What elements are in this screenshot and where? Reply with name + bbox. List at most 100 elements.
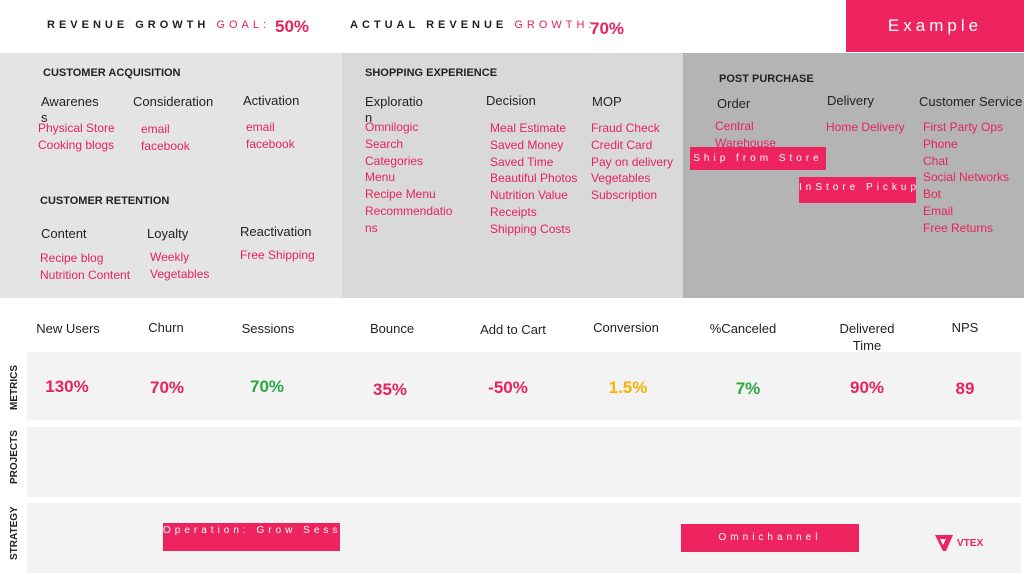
list-item: Subscription	[591, 188, 658, 203]
metric-value-canceled: 7%	[735, 379, 761, 398]
metrics-row	[27, 352, 1021, 420]
list-item: Chat	[923, 153, 949, 168]
list-item: Bot	[923, 187, 942, 202]
list-item: Pay on delivery	[591, 154, 674, 169]
list-item: Vegetables	[150, 266, 210, 281]
actual-growth-label: ACTUAL REVENUE GROWTH:	[350, 19, 596, 31]
post-purchase-title: POST PURCHASE	[719, 73, 814, 85]
list-item: Credit Card	[591, 137, 653, 152]
actual-growth-value: 70%	[590, 19, 625, 38]
list-item: Phone	[923, 136, 958, 151]
delivery-items: Home Delivery	[826, 119, 905, 136]
projects-side-label: PROJECTS	[9, 430, 20, 484]
list-item: First Party Ops	[923, 120, 1004, 134]
list-item: Central	[715, 119, 754, 133]
list-item: Social Networks	[923, 170, 1010, 185]
post-purchase-panel	[683, 53, 1024, 298]
metric-value-bounce: 35%	[372, 380, 408, 399]
stage-consideration: Consideration	[133, 94, 214, 109]
metric-name-churn: Churn	[148, 320, 184, 335]
customer-service-items: First Party Ops Phone Chat Social Networ…	[923, 119, 1009, 237]
shopping-experience-title: SHOPPING EXPERIENCE	[365, 67, 498, 79]
list-item: ns	[365, 220, 378, 235]
exploration-items: Omnilogic Search Categories Menu Recipe …	[365, 119, 452, 237]
metric-name-conversion: Conversion	[593, 320, 659, 335]
goal-value: 50%	[275, 17, 310, 36]
list-item: Vegetables	[591, 171, 651, 186]
content-items: Recipe blog Nutrition Content	[40, 250, 130, 284]
stage-order: Order	[717, 96, 751, 111]
awareness-items: Physical Store Cooking blogs	[38, 120, 115, 154]
metric-name-bounce: Bounce	[369, 321, 415, 336]
reactivation-items: Free Shipping	[240, 247, 315, 264]
list-item: Email	[923, 203, 954, 218]
instore-pickup-pill[interactable]: InStore Pickup	[799, 177, 916, 203]
list-item: Shipping Costs	[490, 221, 571, 236]
stage-awareness: Awarenes s	[41, 94, 99, 125]
list-item: Categories	[365, 153, 424, 168]
shopping-experience-panel	[342, 53, 683, 298]
vtex-logo-icon	[935, 535, 953, 551]
list-item: Saved Time	[490, 154, 554, 169]
vtex-logo: VTEX	[934, 534, 983, 552]
omnichannel-pill[interactable]: Omnichannel	[681, 524, 859, 552]
list-item: Nutrition Content	[40, 267, 131, 282]
metric-value-nps: 89	[955, 379, 975, 398]
stage-decision: Decision	[486, 93, 536, 108]
customer-lifecycle-panel	[0, 53, 342, 298]
list-item: facebook	[246, 136, 295, 151]
metric-value-sessions: 70%	[249, 377, 285, 396]
list-item: Receipts	[490, 204, 537, 219]
stage-mop: MOP	[592, 94, 622, 109]
list-item: Cooking blogs	[38, 137, 115, 152]
metric-name-delivered-time: Delivered Time	[839, 321, 895, 353]
list-item: Fraud Check	[591, 121, 660, 135]
metric-name-canceled: %Canceled	[709, 321, 777, 336]
stage-delivery: Delivery	[827, 93, 874, 108]
loyalty-items: Weekly Vegetables	[150, 249, 209, 283]
list-item: Search	[365, 136, 404, 151]
list-item: email	[141, 122, 170, 136]
list-item: email	[246, 120, 275, 134]
list-item: Omnilogic	[365, 120, 419, 134]
list-item: Weekly	[150, 250, 190, 264]
metrics-side-label: METRICS	[9, 365, 20, 410]
metric-value-delivered-time: 90%	[849, 378, 885, 397]
list-item: Warehouse	[715, 135, 776, 148]
stage-customer-service: Customer Service	[919, 94, 1023, 109]
stage-content: Content	[41, 226, 87, 241]
list-item: Recommendatio	[365, 203, 453, 218]
metric-name-add-to-cart: Add to Cart	[480, 322, 546, 337]
list-item: Nutrition Value	[490, 188, 568, 203]
metric-name-nps: NPS	[951, 320, 979, 335]
consideration-items: email facebook	[141, 121, 190, 155]
example-button[interactable]: Example	[846, 0, 1024, 52]
list-item: Meal Estimate	[490, 121, 567, 135]
list-item: Beautiful Photos	[490, 171, 578, 186]
list-item: Menu	[365, 170, 396, 185]
stage-reactivation: Reactivation	[240, 224, 312, 239]
metric-value-churn: 70%	[149, 378, 185, 397]
list-item: Free Returns	[923, 220, 994, 235]
vtex-logo-text: VTEX	[957, 537, 984, 549]
order-items: Central Warehouse	[715, 118, 776, 148]
metric-name-sessions: Sessions	[241, 321, 295, 336]
list-item: Recipe blog	[40, 251, 104, 265]
list-item: facebook	[141, 138, 190, 153]
mop-items: Fraud Check Credit Card Pay on delivery …	[591, 120, 673, 204]
activation-items: email facebook	[246, 119, 295, 153]
list-item: Free Shipping	[240, 248, 315, 262]
customer-retention-title: CUSTOMER RETENTION	[40, 195, 170, 207]
ship-from-store-pill[interactable]: Ship from Store	[690, 147, 826, 170]
metric-value-new-users: 130%	[45, 377, 89, 396]
metric-value-conversion: 1.5%	[608, 378, 648, 397]
metric-name-new-users: New Users	[36, 321, 100, 336]
goal-label: REVENUE GROWTH GOAL:	[47, 19, 271, 31]
list-item: Home Delivery	[826, 120, 905, 134]
strategy-side-label: STRATEGY	[9, 506, 20, 560]
stage-exploration: Exploratio n	[365, 94, 423, 125]
stage-loyalty: Loyalty	[147, 226, 189, 241]
list-item: Saved Money	[490, 137, 564, 152]
operation-grow-sessions-pill[interactable]: Operation: Grow Sessions	[163, 523, 340, 551]
list-item: Recipe Menu	[365, 187, 436, 202]
